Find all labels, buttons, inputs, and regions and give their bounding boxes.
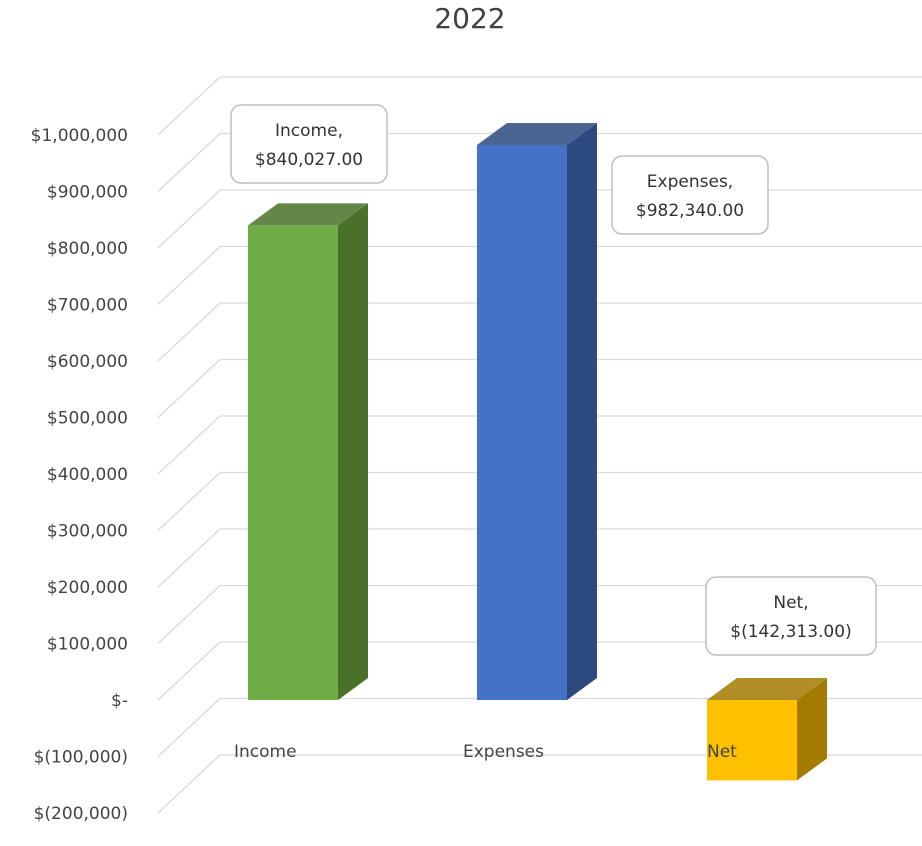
y-tick-label: $800,000 [47, 239, 128, 259]
gridline-diagonal [157, 585, 221, 644]
gridline-diagonal [157, 76, 221, 136]
bars: Income Expenses Net [234, 122, 827, 781]
gridline-diagonal [157, 698, 221, 757]
y-tick-label: $- [111, 691, 128, 711]
bar-top [707, 678, 827, 700]
data-label-line1: Net, [773, 593, 808, 613]
data-label-expenses: Expenses, $982,340.00 [611, 155, 769, 235]
data-label-net: Net, $(142,313.00) [705, 576, 877, 656]
data-label-line1: Expenses, [647, 172, 733, 192]
gridline-diagonal [157, 189, 221, 249]
data-label-income: Income, $840,027.00 [230, 104, 388, 184]
bar-net [707, 678, 827, 781]
chart-title: 2022 [434, 2, 505, 35]
data-label-value: $840,027.00 [255, 150, 363, 170]
bar-top [477, 122, 597, 145]
bar-front [707, 700, 797, 781]
gridline-diagonal [157, 246, 221, 305]
category-label: Income [234, 742, 297, 762]
bar-top [248, 203, 368, 226]
y-tick-label: $400,000 [47, 465, 128, 485]
data-label-value: $982,340.00 [636, 201, 744, 221]
gridline-diagonal [157, 302, 221, 362]
y-tick-label: $600,000 [47, 352, 128, 372]
bar-front [248, 225, 338, 700]
data-label-box [611, 155, 769, 235]
gridline-diagonal [157, 754, 221, 814]
gridline-diagonal [157, 133, 221, 192]
y-tick-label: $1,000,000 [31, 126, 128, 146]
bar-front [477, 144, 567, 700]
category-label: Expenses [463, 742, 544, 762]
bar-income [248, 203, 368, 700]
data-label-box [705, 576, 877, 656]
bar-side [797, 678, 827, 781]
y-tick-label: $900,000 [47, 183, 128, 203]
y-tick-label: $500,000 [47, 409, 128, 429]
category-label: Net [707, 742, 737, 762]
y-axis-ticks: $1,000,000 $900,000 $800,000 $700,000 $600,0… [31, 126, 128, 824]
data-labels: Income, $840,027.00 Expenses, $982,340.00 Ne… [230, 104, 877, 656]
gridline-diagonal [157, 641, 221, 701]
bar-side [338, 203, 368, 700]
data-label-line1: Income, [275, 121, 343, 141]
bar-expenses [477, 122, 597, 700]
y-tick-label: $(200,000) [34, 804, 128, 824]
bar-side [567, 122, 597, 700]
y-tick-label: $(100,000) [34, 748, 128, 768]
y-tick-label: $200,000 [47, 578, 128, 598]
y-tick-label: $700,000 [47, 296, 128, 316]
y-tick-label: $100,000 [47, 635, 128, 655]
gridline-diagonal [157, 472, 221, 531]
data-label-value: $(142,313.00) [730, 622, 851, 642]
data-label-box [230, 104, 388, 184]
gridline-diagonal [157, 415, 221, 475]
y-tick-label: $300,000 [47, 522, 128, 542]
gridline-diagonal [157, 359, 221, 418]
gridline-diagonal [157, 528, 221, 588]
